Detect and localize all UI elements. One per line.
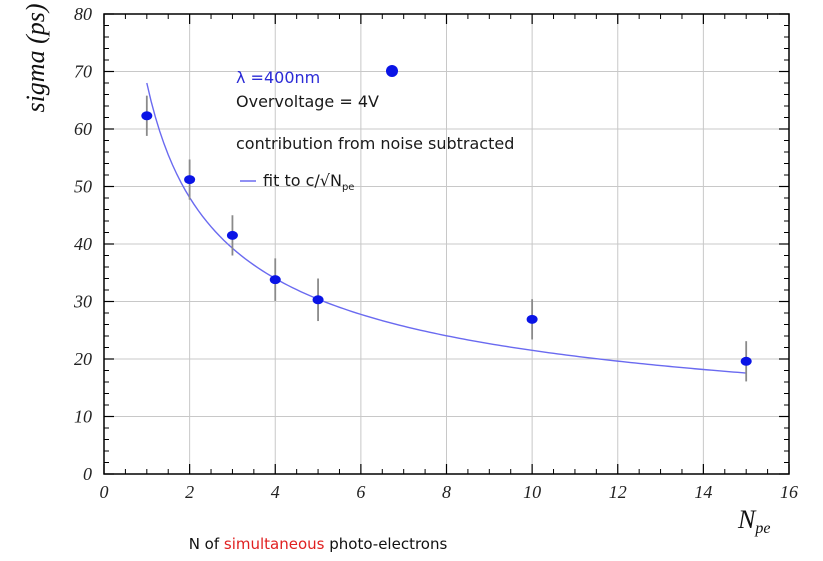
grid [104,14,789,474]
point-marker [269,275,281,285]
y-tick-label: 80 [74,4,92,24]
x-tick-label: 12 [609,482,627,502]
y-axis-label: sigma (ps) [21,3,50,112]
caption-highlight: simultaneous [223,535,325,553]
x-axis-caption: N of simultaneous photo-electrons [0,535,636,553]
x-tick-label: 8 [442,482,451,502]
fit-curve-group [146,82,747,374]
y-tick-label: 40 [74,234,92,254]
data-point [526,299,538,340]
point-marker [184,175,196,185]
overvoltage-annotation: Overvoltage = 4V [236,92,379,111]
axis-ticks [103,13,790,475]
caption-part-1: N of [188,535,224,553]
x-tick-label: 2 [185,482,194,502]
point-marker [740,356,752,366]
y-tick-label: 10 [74,407,92,427]
wavelength-annotation: λ =400nm [236,68,320,87]
y-tick-label: 70 [74,62,92,82]
y-tick-label: 0 [83,464,92,484]
data-point [269,258,281,301]
data-point [740,341,752,382]
x-tick-label: 10 [523,482,541,502]
data-point [184,159,196,200]
y-tick-label: 50 [74,177,92,197]
x-axis-label-main: N [737,505,757,534]
x-axis-label-subscript: pe [754,520,770,537]
x-tick-label: 6 [356,482,365,502]
y-tick-labels: 0 10 20 30 40 50 60 70 80 [73,4,92,484]
point-marker [141,111,153,121]
data-point [312,278,324,322]
point-marker [526,314,538,324]
x-tick-label: 4 [271,482,280,502]
x-axis-label: Npe [737,505,770,537]
data-points [141,95,752,382]
x-tick-labels: 0 2 4 6 8 10 12 14 16 [100,482,799,502]
x-tick-label: 0 [100,482,109,502]
y-tick-label: 20 [74,349,92,369]
x-tick-label: 16 [780,482,798,502]
fit-legend-subscript: pe [342,182,355,193]
point-marker [312,295,324,305]
point-marker [226,230,238,240]
y-tick-label: 60 [74,119,92,139]
data-point [141,95,153,136]
fit-legend-text: fit to c/√N [263,171,342,190]
legend-marker [386,65,398,77]
noise-annotation: contribution from noise subtracted [236,134,514,153]
y-tick-label: 30 [73,292,92,312]
x-tick-label: 14 [694,482,712,502]
data-point [226,215,238,256]
fit-legend-label: fit to c/√Npe [263,171,354,193]
fit-curve [146,82,747,374]
caption-part-3: photo-electrons [324,535,448,553]
